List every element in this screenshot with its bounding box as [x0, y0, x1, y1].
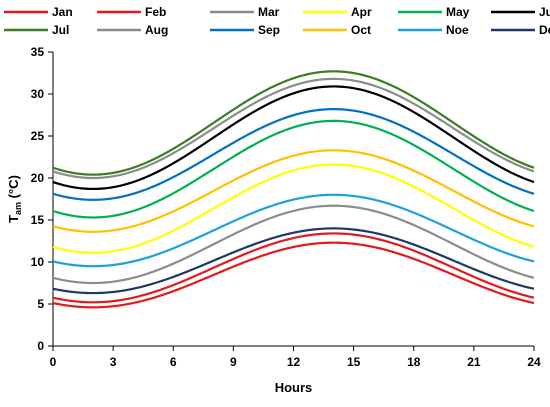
series-line-feb [52, 232, 535, 304]
legend-label: Aug [145, 23, 168, 37]
axes: 0 5 10 15 20 25 30 35 0 3 6 9 12 15 18 21 24 [31, 45, 541, 369]
y-tick-label: 35 [31, 45, 45, 59]
legend-label: Apr [351, 5, 372, 19]
legend-item-oct: Oct [303, 23, 371, 37]
legend: Jan Feb Mar Apr May Jun Jul Aug Sep Oct Noe Dec [4, 5, 550, 37]
legend-item-mar: Mar [210, 5, 280, 19]
y-tick-label: 30 [31, 87, 45, 101]
x-ticks: 0 3 6 9 12 15 18 21 24 [50, 346, 541, 369]
legend-label: Jun [539, 5, 550, 19]
x-tick-label: 3 [110, 355, 117, 369]
x-tick-label: 9 [230, 355, 237, 369]
legend-item-apr: Apr [303, 5, 372, 19]
y-ticks: 0 5 10 15 20 25 30 35 [31, 45, 53, 353]
x-tick-label: 15 [347, 355, 361, 369]
x-tick-label: 21 [467, 355, 481, 369]
y-tick-label: 10 [31, 255, 45, 269]
series-line-aug [52, 77, 535, 180]
series-line-oct [52, 149, 535, 233]
legend-item-dec: Dec [491, 23, 550, 37]
legend-item-feb: Feb [97, 5, 166, 19]
x-tick-label: 12 [287, 355, 301, 369]
legend-item-aug: Aug [97, 23, 168, 37]
legend-label: Jul [52, 23, 69, 37]
x-tick-label: 6 [170, 355, 177, 369]
series-line-noe [52, 193, 535, 268]
series-lines [52, 70, 535, 309]
series-line-sep [52, 108, 535, 201]
legend-item-noe: Noe [398, 23, 469, 37]
legend-item-jan: Jan [4, 5, 73, 19]
y-axis-title-base: T [6, 215, 21, 223]
series-line-mar [52, 204, 535, 285]
y-tick-label: 5 [37, 297, 44, 311]
series-line-apr [52, 163, 535, 254]
x-tick-label: 24 [527, 355, 541, 369]
series-line-jun [52, 85, 535, 191]
y-tick-label: 20 [31, 171, 45, 185]
legend-label: Dec [539, 23, 550, 37]
y-tick-label: 15 [31, 213, 45, 227]
legend-item-may: May [398, 5, 470, 19]
legend-label: Feb [145, 5, 166, 19]
legend-label: May [446, 5, 470, 19]
legend-label: Oct [351, 23, 371, 37]
legend-item-jun: Jun [491, 5, 550, 19]
x-tick-label: 0 [50, 355, 57, 369]
series-line-may [52, 119, 535, 219]
series-line-dec [52, 227, 535, 295]
y-axis-title-unit: (°C) [6, 175, 21, 202]
series-line-jan [52, 241, 535, 309]
x-axis-title: Hours [275, 380, 313, 395]
legend-label: Sep [258, 23, 280, 37]
y-axis-title-sub: am [13, 202, 23, 215]
series-line-jul [52, 70, 535, 176]
legend-label: Mar [258, 5, 280, 19]
y-axis-title: Tam (°C) [6, 175, 23, 223]
legend-item-sep: Sep [210, 23, 280, 37]
y-tick-label: 0 [37, 339, 44, 353]
legend-label: Noe [446, 23, 469, 37]
y-tick-label: 25 [31, 129, 45, 143]
x-tick-label: 18 [407, 355, 421, 369]
legend-label: Jan [52, 5, 73, 19]
legend-item-jul: Jul [4, 23, 69, 37]
